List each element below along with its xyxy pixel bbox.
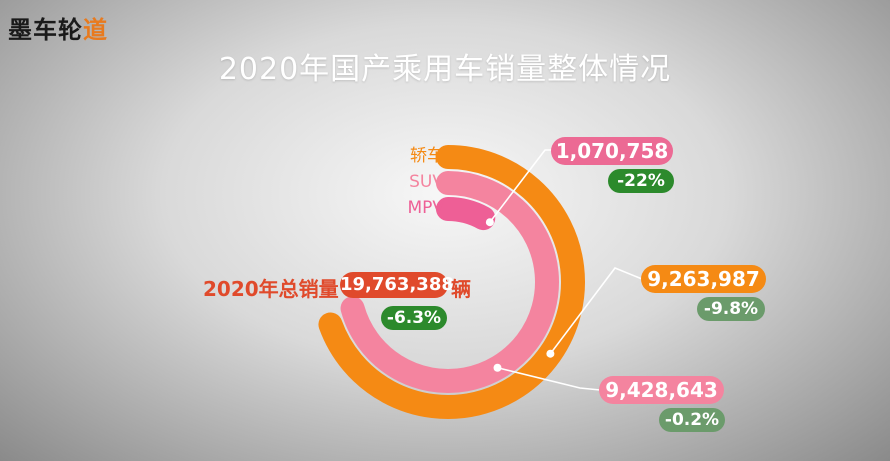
leader-line-sedan	[549, 267, 643, 355]
value-label-mpv: 1,070,758	[551, 137, 673, 165]
pct-label-mpv: -22%	[608, 169, 674, 193]
leader-dot-sedan	[546, 349, 555, 358]
legend-item-mpv: MPV	[407, 198, 444, 218]
pct-label-sedan: -9.8%	[697, 297, 765, 321]
logo-accent-text: 道	[83, 16, 108, 44]
legend: 轿车 SUV MPV	[378, 143, 444, 221]
arc-suv	[340, 171, 559, 393]
legend-item-suv: SUV	[409, 172, 444, 192]
total-value: 19,763,388	[340, 272, 454, 298]
logo-text: 墨车轮	[8, 16, 83, 44]
pct-label-suv: -0.2%	[659, 408, 725, 432]
arc-mpv	[436, 197, 496, 231]
chart-title: 2020年国产乘用车销量整体情况	[218, 52, 672, 87]
total-pct: -6.3%	[381, 306, 447, 330]
legend-item-sedan: 轿车	[410, 146, 444, 166]
total-unit: 辆	[451, 277, 471, 301]
leader-dot-suv	[493, 363, 502, 372]
total-label: 2020年总销量	[203, 277, 339, 301]
leader-line-mpv	[489, 149, 552, 223]
leader-line-suv	[497, 366, 601, 391]
value-label-sedan: 9,263,987	[641, 265, 766, 293]
value-label-suv: 9,428,643	[599, 376, 724, 404]
logo: 墨车轮道	[8, 10, 108, 45]
leader-dot-mpv	[485, 218, 494, 227]
